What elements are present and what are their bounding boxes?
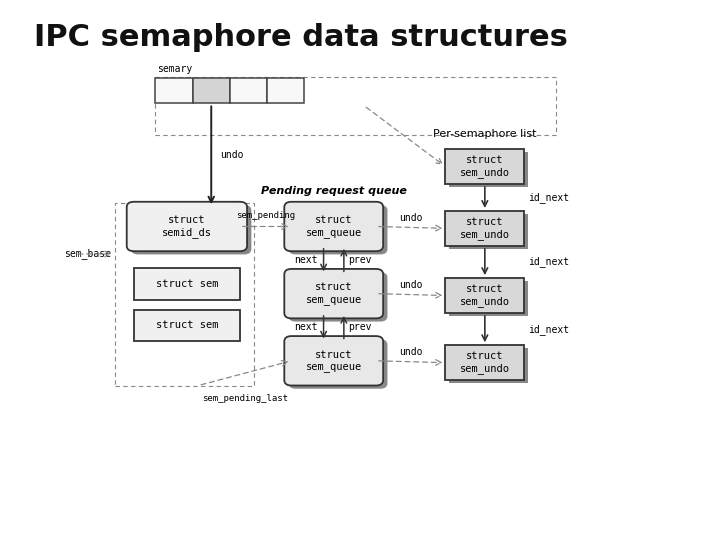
Text: semary: semary <box>157 64 192 75</box>
Text: struct sem: struct sem <box>156 320 218 330</box>
Text: Per-semaphore list: Per-semaphore list <box>433 130 536 139</box>
Bar <box>134 310 240 341</box>
Text: id_next: id_next <box>528 192 570 203</box>
Text: id_next: id_next <box>528 323 570 335</box>
FancyBboxPatch shape <box>284 336 383 386</box>
Bar <box>156 77 557 134</box>
FancyBboxPatch shape <box>289 205 387 254</box>
Text: struct
sem_queue: struct sem_queue <box>305 349 362 372</box>
Text: struct
sem_undo: struct sem_undo <box>460 352 510 374</box>
Bar <box>446 149 524 184</box>
Text: struct
sem_queue: struct sem_queue <box>305 215 362 238</box>
Bar <box>449 214 528 248</box>
Text: next: next <box>294 322 318 332</box>
FancyBboxPatch shape <box>289 339 387 389</box>
Text: sem_base: sem_base <box>64 248 111 259</box>
Bar <box>449 348 528 383</box>
Bar <box>134 268 240 300</box>
Text: struct
sem_queue: struct sem_queue <box>305 282 362 305</box>
Text: struct
sem_undo: struct sem_undo <box>460 156 510 178</box>
FancyBboxPatch shape <box>289 272 387 322</box>
Text: prev: prev <box>348 322 372 332</box>
Text: Pending request queue: Pending request queue <box>261 186 407 197</box>
Text: struct sem: struct sem <box>156 279 218 289</box>
Bar <box>446 211 524 246</box>
Text: undo: undo <box>399 213 423 223</box>
FancyBboxPatch shape <box>131 205 251 254</box>
Bar <box>156 78 193 104</box>
FancyBboxPatch shape <box>284 269 383 319</box>
Bar <box>446 278 524 313</box>
Text: undo: undo <box>399 347 423 357</box>
Text: sem_pending: sem_pending <box>236 211 295 220</box>
Text: undo: undo <box>399 280 423 291</box>
Bar <box>446 345 524 380</box>
Text: undo: undo <box>220 150 243 160</box>
Text: struct
sem_undo: struct sem_undo <box>460 217 510 240</box>
Text: id_next: id_next <box>528 256 570 267</box>
Text: prev: prev <box>348 255 372 265</box>
Text: struct
semid_ds: struct semid_ds <box>162 215 212 238</box>
Bar <box>449 152 528 187</box>
Text: next: next <box>294 255 318 265</box>
Text: sem_pending_last: sem_pending_last <box>202 394 288 402</box>
Bar <box>449 281 528 316</box>
Text: struct
sem_undo: struct sem_undo <box>460 284 510 307</box>
Bar <box>230 78 267 104</box>
FancyBboxPatch shape <box>284 202 383 251</box>
Text: IPC semaphore data structures: IPC semaphore data structures <box>34 23 567 52</box>
Bar <box>114 203 254 386</box>
FancyBboxPatch shape <box>127 202 247 251</box>
Bar <box>193 78 230 104</box>
Bar <box>267 78 305 104</box>
